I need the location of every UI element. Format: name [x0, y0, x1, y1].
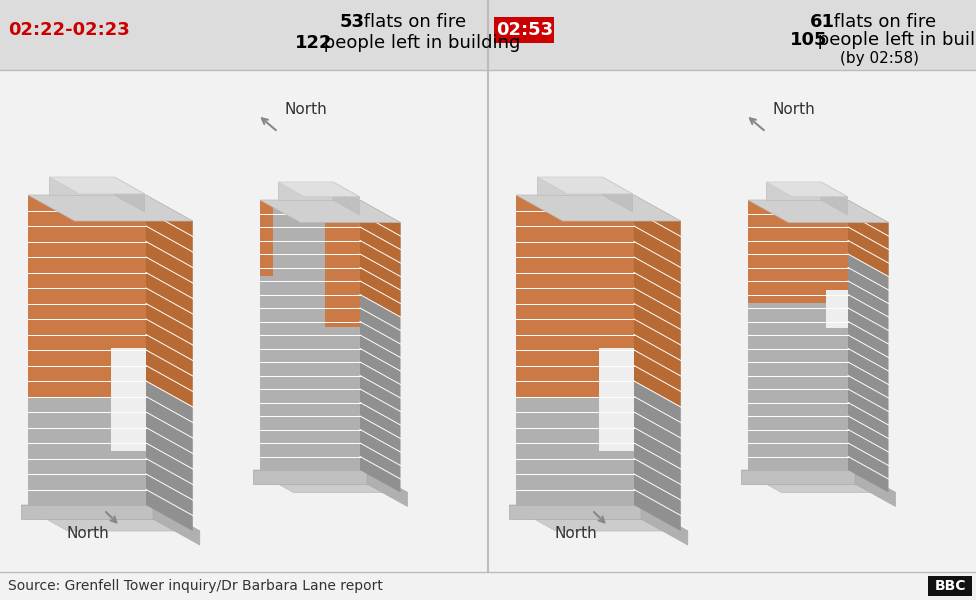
Bar	[0, 0, 976, 70]
Text: North: North	[554, 526, 597, 541]
Polygon shape	[821, 182, 847, 215]
Bar	[0, 572, 976, 600]
Bar	[494, 17, 554, 43]
Polygon shape	[114, 177, 144, 212]
Text: (by 02:58): (by 02:58)	[840, 50, 919, 65]
Polygon shape	[766, 182, 821, 200]
Polygon shape	[741, 470, 855, 484]
Polygon shape	[49, 177, 144, 194]
Polygon shape	[325, 200, 360, 327]
Polygon shape	[741, 470, 896, 493]
Polygon shape	[253, 470, 408, 493]
Polygon shape	[641, 505, 688, 545]
Text: people left in building: people left in building	[812, 31, 976, 49]
Polygon shape	[516, 195, 634, 397]
Polygon shape	[153, 505, 200, 545]
Text: Source: Grenfell Tower inquiry/Dr Barbara Lane report: Source: Grenfell Tower inquiry/Dr Barbar…	[8, 579, 383, 593]
Polygon shape	[360, 200, 400, 317]
Text: flats on fire: flats on fire	[358, 13, 467, 31]
Polygon shape	[360, 200, 400, 493]
Text: 02:22-02:23: 02:22-02:23	[8, 21, 130, 39]
Bar	[928, 576, 972, 596]
Polygon shape	[509, 505, 688, 531]
Text: people left in building: people left in building	[318, 34, 520, 52]
Text: 53: 53	[340, 13, 365, 31]
Polygon shape	[598, 349, 634, 451]
Polygon shape	[748, 200, 888, 223]
Polygon shape	[848, 200, 888, 493]
Polygon shape	[110, 349, 146, 451]
Polygon shape	[509, 505, 641, 519]
Polygon shape	[21, 505, 200, 531]
Polygon shape	[537, 177, 602, 195]
Polygon shape	[766, 182, 847, 197]
Polygon shape	[28, 195, 146, 397]
Polygon shape	[278, 182, 333, 200]
Text: North: North	[773, 103, 816, 118]
Polygon shape	[634, 195, 681, 407]
Text: flats on fire: flats on fire	[828, 13, 936, 31]
Polygon shape	[634, 381, 681, 531]
Text: 61: 61	[810, 13, 835, 31]
Polygon shape	[21, 505, 153, 519]
Polygon shape	[748, 200, 848, 470]
Text: North: North	[66, 526, 109, 541]
Text: BBC: BBC	[934, 579, 965, 593]
Text: 02:53: 02:53	[496, 21, 553, 39]
Polygon shape	[333, 182, 359, 215]
Polygon shape	[748, 200, 848, 302]
Polygon shape	[516, 195, 681, 221]
Polygon shape	[516, 397, 634, 505]
Text: North: North	[285, 103, 328, 118]
Polygon shape	[146, 195, 193, 407]
Polygon shape	[253, 470, 367, 484]
Polygon shape	[260, 200, 400, 223]
Polygon shape	[826, 290, 848, 328]
Polygon shape	[28, 195, 193, 221]
Polygon shape	[855, 470, 896, 506]
Polygon shape	[602, 177, 632, 212]
Polygon shape	[260, 200, 273, 275]
Bar	[0, 70, 976, 572]
Polygon shape	[28, 397, 146, 505]
Polygon shape	[49, 177, 114, 195]
Polygon shape	[260, 200, 360, 470]
Polygon shape	[367, 470, 408, 506]
Polygon shape	[848, 200, 888, 277]
Polygon shape	[146, 381, 193, 531]
Polygon shape	[537, 177, 632, 194]
Text: 105: 105	[790, 31, 828, 49]
Text: 122: 122	[295, 34, 333, 52]
Polygon shape	[278, 182, 359, 197]
